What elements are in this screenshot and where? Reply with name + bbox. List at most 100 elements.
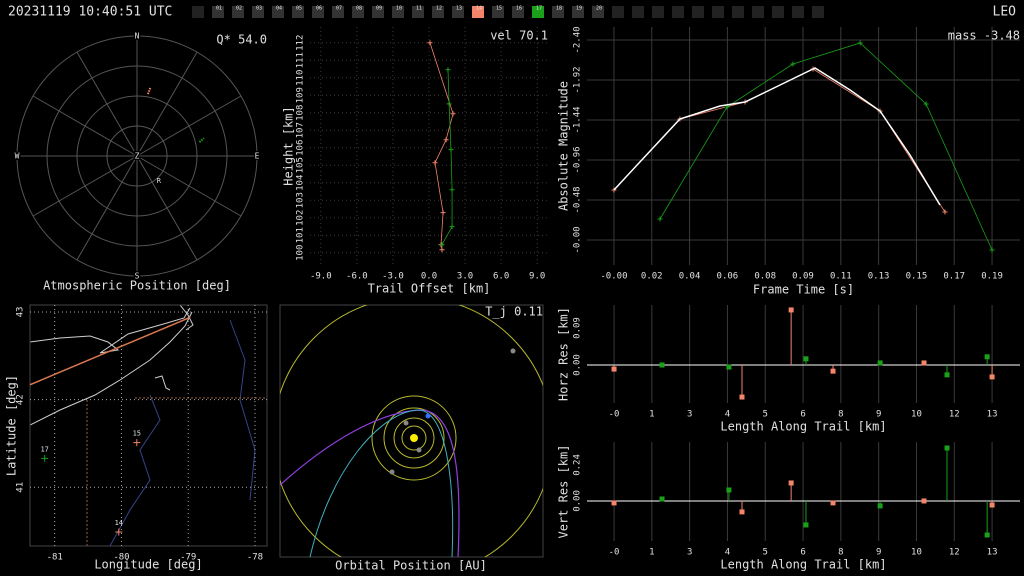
point-marker bbox=[923, 101, 929, 107]
y-tick-label: 102 bbox=[296, 210, 306, 226]
point-marker bbox=[448, 147, 454, 153]
x-tick-label: 8 bbox=[838, 410, 843, 420]
station-box bbox=[252, 6, 264, 18]
residual-point bbox=[726, 364, 732, 370]
point-marker bbox=[657, 216, 663, 222]
station-label: 02 bbox=[236, 6, 242, 12]
x-tick-label: 1 bbox=[649, 410, 654, 420]
x-tick-label: 3.0 bbox=[457, 272, 473, 282]
orbit-diagram bbox=[280, 305, 543, 557]
x-tick-label: 5 bbox=[763, 548, 768, 558]
station-box bbox=[312, 6, 324, 18]
x-tick-label: 6 bbox=[800, 410, 805, 420]
station-box bbox=[612, 6, 624, 18]
y-tick-label: -0.00 bbox=[573, 226, 583, 253]
earth bbox=[425, 413, 431, 419]
station-box bbox=[692, 6, 704, 18]
x-tick-label: 0.08 bbox=[754, 272, 776, 282]
radiant: R bbox=[157, 177, 162, 185]
residual-point bbox=[830, 500, 836, 506]
border bbox=[86, 397, 267, 546]
point-marker bbox=[942, 209, 948, 215]
planet-orbit bbox=[393, 417, 435, 459]
spoke bbox=[136, 155, 242, 217]
y-tick-label: 109 bbox=[296, 87, 306, 103]
x-tick-label: -78 bbox=[247, 553, 263, 563]
station-box bbox=[352, 6, 364, 18]
x-tick-label: 13 bbox=[987, 410, 998, 420]
station-label: 16 bbox=[516, 6, 522, 12]
x-tick-label: 0.04 bbox=[679, 272, 701, 282]
x-tick-label: 0.09 bbox=[792, 272, 814, 282]
station-box bbox=[552, 6, 564, 18]
coastline bbox=[179, 305, 194, 331]
station-label: 06 bbox=[316, 6, 322, 12]
timestamp: 20231119 10:40:51 UTC bbox=[8, 5, 172, 20]
y-axis-label: Vert Res [km] bbox=[557, 445, 571, 539]
station-label: 08 bbox=[356, 6, 362, 12]
point-marker bbox=[439, 242, 445, 248]
station-box bbox=[492, 6, 504, 18]
series-line bbox=[441, 69, 453, 245]
x-tick-label: 9 bbox=[876, 410, 881, 420]
residual-point bbox=[739, 509, 745, 515]
station-box bbox=[652, 6, 664, 18]
residual-point bbox=[726, 487, 732, 493]
y-axis-label: Height [km] bbox=[282, 106, 296, 185]
station-label: 15 bbox=[496, 6, 502, 12]
y-axis-label: Absolute Magnitude bbox=[557, 81, 571, 211]
orbit-annotation: T_j 0.11 bbox=[485, 305, 543, 319]
station-label: 07 bbox=[336, 6, 342, 12]
point-marker bbox=[439, 247, 445, 253]
y-tick-label: -1.92 bbox=[573, 66, 583, 93]
station-label: 17 bbox=[536, 6, 542, 12]
map-geography bbox=[30, 305, 267, 546]
plot-frame bbox=[29, 304, 268, 547]
point-marker bbox=[443, 137, 449, 143]
x-tick-label: 4 bbox=[725, 548, 730, 558]
spoke bbox=[76, 51, 138, 157]
y-tick-label: 110 bbox=[296, 70, 306, 86]
station-box bbox=[212, 6, 224, 18]
planet bbox=[403, 420, 409, 426]
x-tick-label: -0.00 bbox=[600, 272, 627, 282]
residual-point bbox=[877, 360, 883, 366]
residual-point bbox=[944, 372, 950, 378]
y-tick-label: 103 bbox=[296, 192, 306, 208]
x-tick-label: 0.19 bbox=[981, 272, 1003, 282]
residual-point bbox=[989, 374, 995, 380]
x-tick-label: 0.17 bbox=[943, 272, 965, 282]
residual-point bbox=[989, 502, 995, 508]
point-marker bbox=[427, 40, 433, 46]
x-tick-label: -6.0 bbox=[346, 272, 368, 282]
station-label: 01 bbox=[216, 6, 222, 12]
y-tick-label: 101 bbox=[296, 227, 306, 243]
residual-point bbox=[984, 354, 990, 360]
point-marker bbox=[790, 61, 796, 67]
x-tick-label: -9.0 bbox=[310, 272, 332, 282]
x-axis-label: Length Along Trail [km] bbox=[720, 420, 886, 434]
residual-point bbox=[803, 356, 809, 362]
spoke bbox=[136, 155, 198, 261]
y-tick-label: 106 bbox=[296, 140, 306, 156]
coastline bbox=[30, 311, 193, 426]
x-axis-label: Frame Time [s] bbox=[753, 283, 854, 297]
direction-label: W bbox=[15, 152, 20, 161]
station-box bbox=[232, 6, 244, 18]
x-tick-label: -0 bbox=[609, 548, 620, 558]
x-axis-label: Longitude [deg] bbox=[94, 558, 202, 572]
series-line bbox=[659, 42, 993, 251]
x-tick-label: 0.15 bbox=[906, 272, 928, 282]
station-label: 18 bbox=[556, 6, 562, 12]
residual-point bbox=[921, 360, 927, 366]
mode: LEO bbox=[993, 5, 1017, 20]
y-tick-label: 42 bbox=[16, 394, 26, 405]
earth-orbit-arc bbox=[309, 409, 454, 557]
station-box bbox=[752, 6, 764, 18]
station-box bbox=[592, 6, 604, 18]
x-tick-label: -0 bbox=[609, 410, 620, 420]
station-box bbox=[732, 6, 744, 18]
y-tick-label: 0.00 bbox=[573, 354, 583, 376]
y-tick-label: 107 bbox=[296, 122, 306, 138]
